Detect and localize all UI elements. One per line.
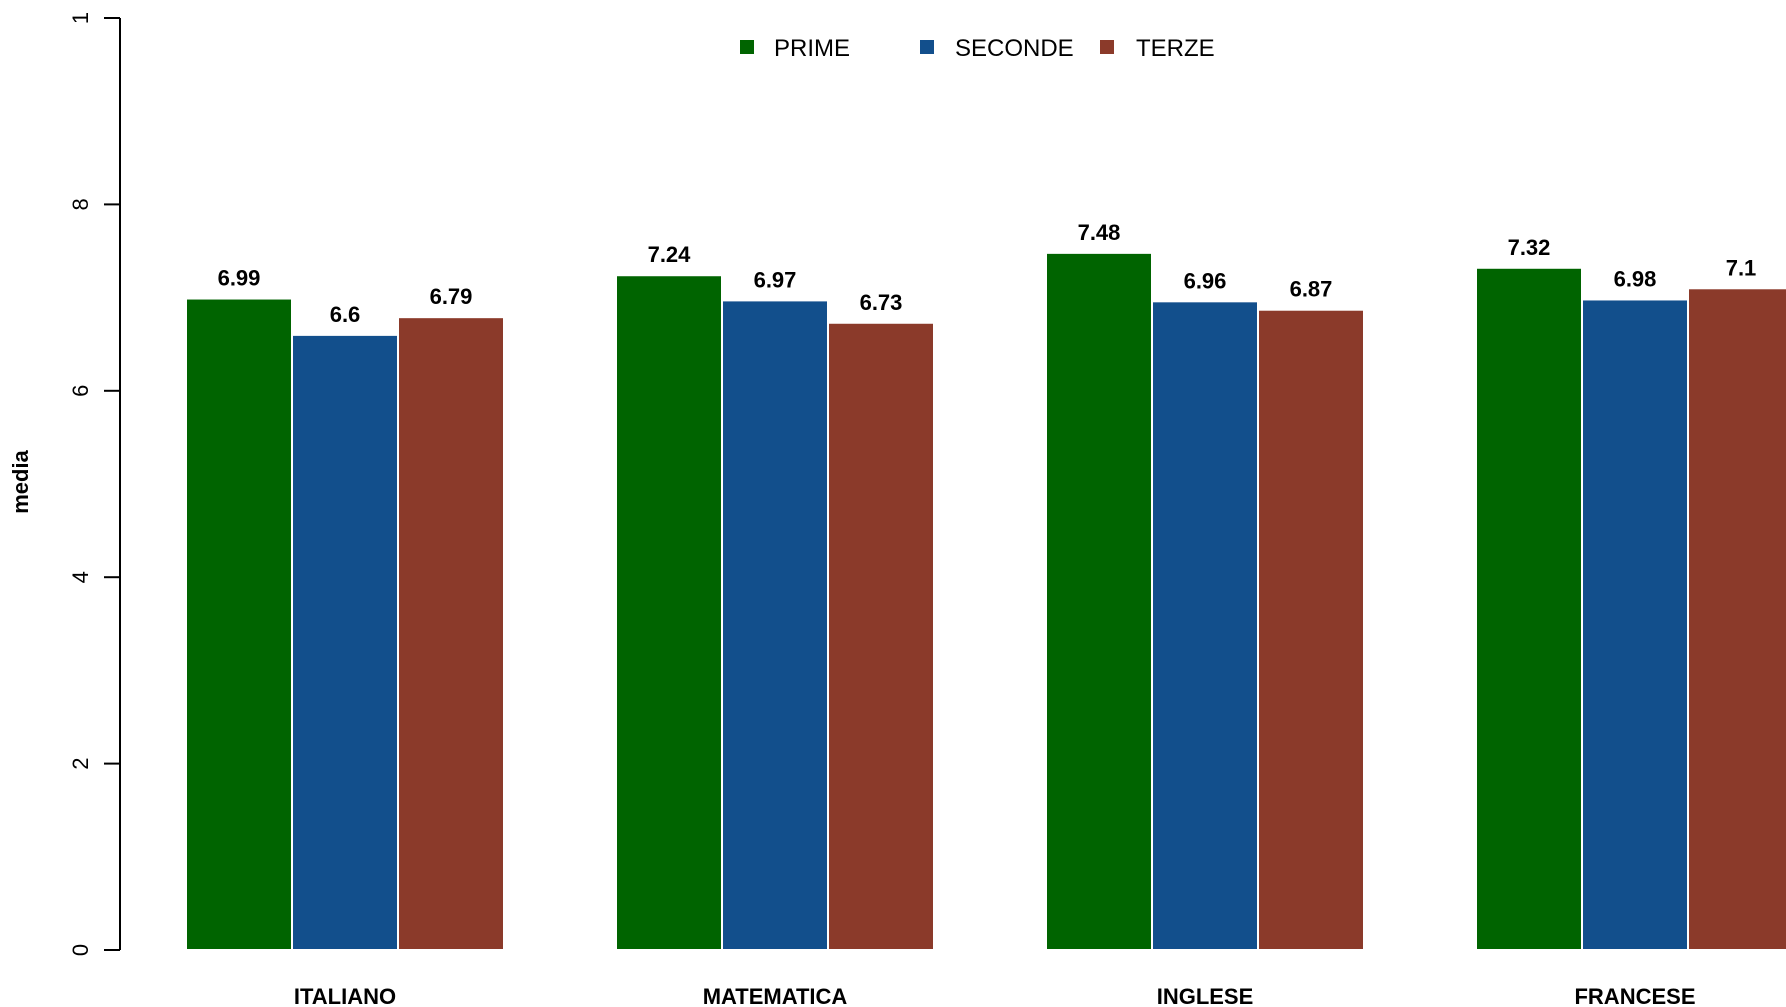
data-label-inglese-seconde: 6.96 bbox=[1184, 268, 1227, 293]
category-labels: ITALIANO MATEMATICA INGLESE FRANCESE bbox=[294, 984, 1696, 1007]
data-label-italiano-prime: 6.99 bbox=[218, 266, 261, 291]
bar-matematica-prime bbox=[615, 274, 723, 951]
category-label-matematica: MATEMATICA bbox=[703, 984, 848, 1007]
data-label-francese-prime: 7.32 bbox=[1508, 235, 1551, 260]
data-label-francese-terze: 7.1 bbox=[1726, 255, 1757, 280]
bar-francese-prime bbox=[1475, 266, 1583, 951]
bar-inglese-terze bbox=[1257, 308, 1365, 951]
data-label-francese-seconde: 6.98 bbox=[1614, 266, 1657, 291]
data-label-inglese-terze: 6.87 bbox=[1290, 277, 1333, 302]
bar-inglese-prime bbox=[1045, 251, 1153, 951]
legend-label-terze: TERZE bbox=[1136, 35, 1215, 62]
data-label-inglese-prime: 7.48 bbox=[1078, 220, 1121, 245]
y-tick-label-0: 0 bbox=[68, 944, 93, 956]
y-tick-label-2: 2 bbox=[68, 757, 93, 769]
y-axis-label: media bbox=[8, 449, 33, 513]
data-labels: 6.99 6.6 6.79 7.24 6.97 6.73 7.48 6.96 6.87 7.32 6… bbox=[218, 220, 1757, 327]
category-label-francese: FRANCESE bbox=[1574, 984, 1695, 1007]
data-label-matematica-terze: 6.73 bbox=[860, 290, 903, 315]
bar-matematica-seconde bbox=[721, 299, 829, 951]
legend-label-seconde: SECONDE bbox=[955, 35, 1074, 62]
legend-swatch-terze bbox=[1100, 40, 1114, 54]
y-tick-label-8: 8 bbox=[68, 198, 93, 210]
y-tick-label-6: 6 bbox=[68, 385, 93, 397]
y-tick-label-4: 4 bbox=[68, 571, 93, 583]
legend-swatch-prime bbox=[740, 40, 754, 54]
legend: PRIME SECONDE TERZE bbox=[740, 35, 1215, 62]
bar-francese-seconde bbox=[1581, 298, 1689, 951]
bars bbox=[185, 251, 1786, 952]
legend-swatch-seconde bbox=[920, 40, 934, 54]
data-label-italiano-seconde: 6.6 bbox=[330, 302, 361, 327]
y-tick-label-10: 1 bbox=[68, 12, 93, 24]
y-axis: 0 2 4 6 8 1 bbox=[68, 12, 121, 956]
data-label-matematica-seconde: 6.97 bbox=[754, 267, 797, 292]
data-label-italiano-terze: 6.79 bbox=[430, 284, 473, 309]
legend-label-prime: PRIME bbox=[774, 35, 850, 62]
bar-italiano-seconde bbox=[291, 333, 399, 951]
data-label-matematica-prime: 7.24 bbox=[648, 242, 692, 267]
bar-matematica-terze bbox=[827, 321, 935, 952]
bar-italiano-terze bbox=[397, 316, 505, 951]
category-label-italiano: ITALIANO bbox=[294, 984, 396, 1007]
bar-francese-terze bbox=[1687, 287, 1786, 951]
bar-italiano-prime bbox=[185, 297, 293, 952]
bar-inglese-seconde bbox=[1151, 300, 1259, 951]
category-label-inglese: INGLESE bbox=[1157, 984, 1254, 1007]
